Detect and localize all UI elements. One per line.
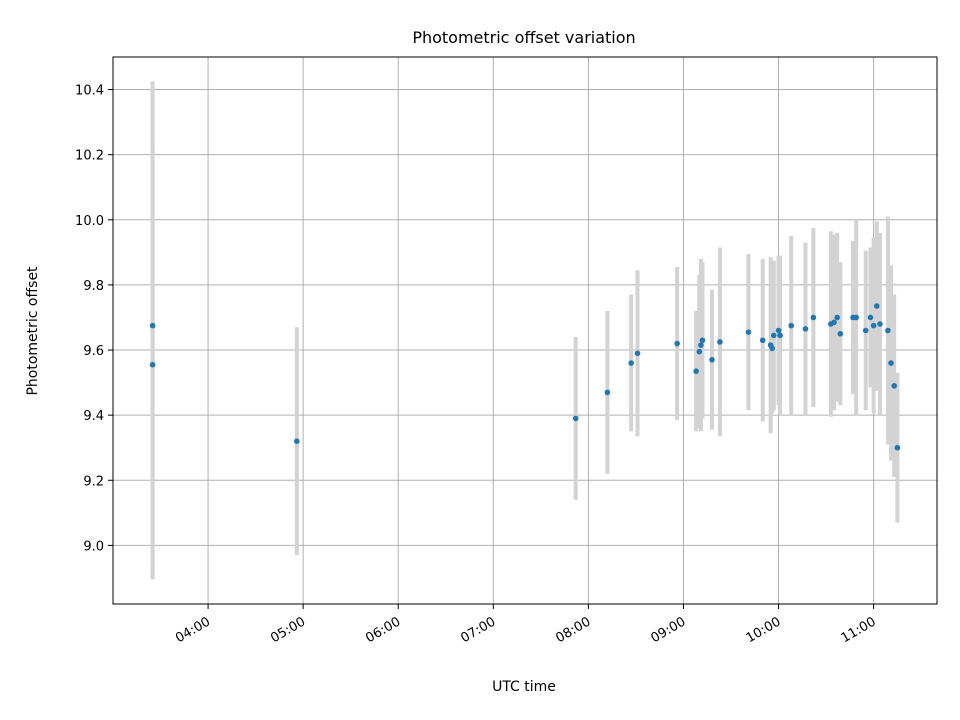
chart-title: Photometric offset variation [412, 28, 635, 47]
data-point [572, 415, 579, 422]
data-point [877, 321, 883, 327]
data-point [873, 303, 880, 309]
y-tick-label: 10.4 [75, 84, 104, 99]
data-point [867, 314, 874, 321]
data-point [885, 327, 891, 334]
data-point [853, 314, 859, 321]
y-axis-ticks: 9.0 9.2 9.4 9.6 9.8 10.0 10.2 10.4 [75, 84, 113, 554]
data-point [294, 438, 300, 445]
y-tick-label: 9.6 [83, 344, 104, 359]
y-tick-label: 9.2 [83, 474, 104, 489]
data-point [674, 340, 680, 347]
data-point [604, 389, 611, 396]
x-axis-label: UTC time [492, 679, 556, 695]
y-tick-label: 10.0 [75, 214, 104, 229]
y-tick-label: 9.0 [83, 539, 104, 554]
data-point [837, 330, 844, 337]
grid [113, 57, 937, 604]
data-point [149, 322, 156, 329]
data-point [788, 322, 795, 329]
data-point [699, 337, 706, 344]
data-point [834, 314, 840, 321]
data-point [888, 360, 894, 366]
data-point [709, 357, 715, 363]
y-axis-label: Photometric offset [25, 266, 41, 396]
data-point [634, 350, 641, 357]
y-tick-label: 9.4 [83, 409, 104, 424]
data-point [894, 444, 901, 451]
data-point [717, 339, 723, 345]
data-point [745, 329, 752, 335]
data-point [802, 326, 809, 332]
data-point [810, 314, 817, 321]
data-point [769, 345, 775, 352]
data-point [696, 348, 703, 355]
data-point [149, 361, 156, 368]
data-point [775, 327, 782, 334]
data-point [759, 337, 766, 344]
y-tick-label: 9.8 [83, 279, 104, 294]
data-points [149, 303, 901, 451]
y-tick-label: 10.2 [75, 149, 104, 164]
data-point [693, 368, 699, 374]
data-point [628, 360, 634, 366]
data-point [891, 383, 898, 389]
data-point [862, 327, 869, 334]
data-point [777, 332, 783, 339]
plot-frame [112, 56, 938, 605]
data-point [698, 342, 704, 348]
data-point [831, 319, 837, 326]
data-point [870, 322, 877, 329]
data-point [770, 332, 777, 339]
